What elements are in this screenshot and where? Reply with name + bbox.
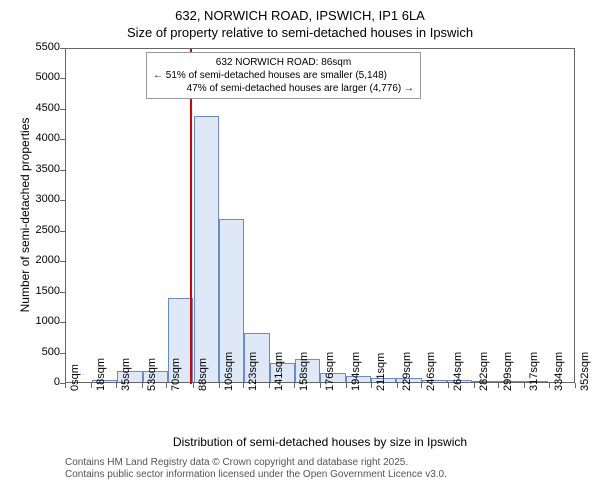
x-tick-mark: [524, 383, 525, 388]
x-tick-label: 141sqm: [273, 352, 285, 391]
y-tick-label: 4000: [20, 132, 60, 144]
y-tick-label: 500: [20, 346, 60, 358]
x-tick-label: 176sqm: [324, 352, 336, 391]
y-tick-label: 1000: [20, 315, 60, 327]
x-tick-label: 334sqm: [553, 352, 565, 391]
x-tick-mark: [166, 383, 167, 388]
footer-line1: Contains HM Land Registry data © Crown c…: [65, 457, 447, 469]
x-tick-mark: [421, 383, 422, 388]
x-tick-label: 123sqm: [247, 352, 259, 391]
y-tick-label: 3500: [20, 163, 60, 175]
y-tick-label: 5500: [20, 41, 60, 53]
annotation-title: 632 NORWICH ROAD: 86sqm: [153, 56, 414, 69]
x-tick-mark: [448, 383, 449, 388]
x-tick-mark: [474, 383, 475, 388]
x-tick-mark: [219, 383, 220, 388]
x-tick-mark: [91, 383, 92, 388]
x-tick-mark: [116, 383, 117, 388]
x-tick-mark: [498, 383, 499, 388]
y-axis-label: Number of semi-detached properties: [18, 95, 32, 335]
y-tick-mark: [60, 261, 65, 262]
x-tick-label: 246sqm: [425, 352, 437, 391]
y-tick-mark: [60, 353, 65, 354]
x-tick-label: 211sqm: [375, 353, 387, 391]
x-tick-label: 299sqm: [502, 352, 514, 391]
x-tick-label: 229sqm: [401, 352, 413, 391]
x-tick-mark: [269, 383, 270, 388]
chart-container: 632, NORWICH ROAD, IPSWICH, IP1 6LA Size…: [0, 0, 600, 500]
x-tick-mark: [65, 383, 66, 388]
y-tick-label: 2500: [20, 224, 60, 236]
x-tick-mark: [142, 383, 143, 388]
x-tick-mark: [294, 383, 295, 388]
x-tick-label: 282sqm: [478, 352, 490, 391]
x-tick-mark: [371, 383, 372, 388]
property-marker-line: [190, 49, 192, 384]
y-tick-label: 2000: [20, 254, 60, 266]
x-tick-label: 70sqm: [170, 358, 182, 391]
x-tick-label: 352sqm: [579, 352, 591, 391]
x-tick-label: 18sqm: [95, 358, 107, 391]
footer-line2: Contains public sector information licen…: [65, 469, 447, 481]
x-tick-mark: [397, 383, 398, 388]
x-tick-mark: [549, 383, 550, 388]
x-tick-label: 317sqm: [528, 352, 540, 391]
x-tick-label: 106sqm: [223, 352, 235, 391]
x-tick-label: 53sqm: [146, 358, 158, 391]
y-tick-mark: [60, 78, 65, 79]
annotation-smaller: ← 51% of semi-detached houses are smalle…: [153, 69, 414, 82]
histogram-bar: [194, 116, 219, 382]
y-tick-label: 1500: [20, 285, 60, 297]
chart-title-line2: Size of property relative to semi-detach…: [0, 23, 600, 40]
y-tick-mark: [60, 109, 65, 110]
plot-area: 632 NORWICH ROAD: 86sqm← 51% of semi-det…: [65, 48, 575, 383]
x-axis-label: Distribution of semi-detached houses by …: [65, 435, 575, 449]
y-tick-label: 0: [20, 376, 60, 388]
x-tick-mark: [320, 383, 321, 388]
y-tick-label: 4500: [20, 102, 60, 114]
x-tick-label: 0sqm: [69, 364, 81, 391]
y-tick-mark: [60, 170, 65, 171]
chart-title-line1: 632, NORWICH ROAD, IPSWICH, IP1 6LA: [0, 0, 600, 23]
x-tick-mark: [346, 383, 347, 388]
annotation-larger: 47% of semi-detached houses are larger (…: [153, 82, 414, 95]
y-tick-mark: [60, 48, 65, 49]
x-tick-label: 158sqm: [298, 352, 310, 391]
x-tick-mark: [193, 383, 194, 388]
footer-attribution: Contains HM Land Registry data © Crown c…: [65, 457, 447, 481]
x-tick-mark: [575, 383, 576, 388]
x-tick-label: 35sqm: [120, 358, 132, 391]
y-tick-mark: [60, 139, 65, 140]
y-tick-mark: [60, 200, 65, 201]
annotation-box: 632 NORWICH ROAD: 86sqm← 51% of semi-det…: [146, 52, 421, 99]
y-tick-mark: [60, 231, 65, 232]
x-tick-label: 194sqm: [350, 352, 362, 391]
y-tick-mark: [60, 322, 65, 323]
x-tick-mark: [243, 383, 244, 388]
y-tick-mark: [60, 292, 65, 293]
x-tick-label: 88sqm: [197, 358, 209, 391]
x-tick-label: 264sqm: [452, 352, 464, 391]
y-tick-label: 5000: [20, 71, 60, 83]
y-tick-label: 3000: [20, 193, 60, 205]
